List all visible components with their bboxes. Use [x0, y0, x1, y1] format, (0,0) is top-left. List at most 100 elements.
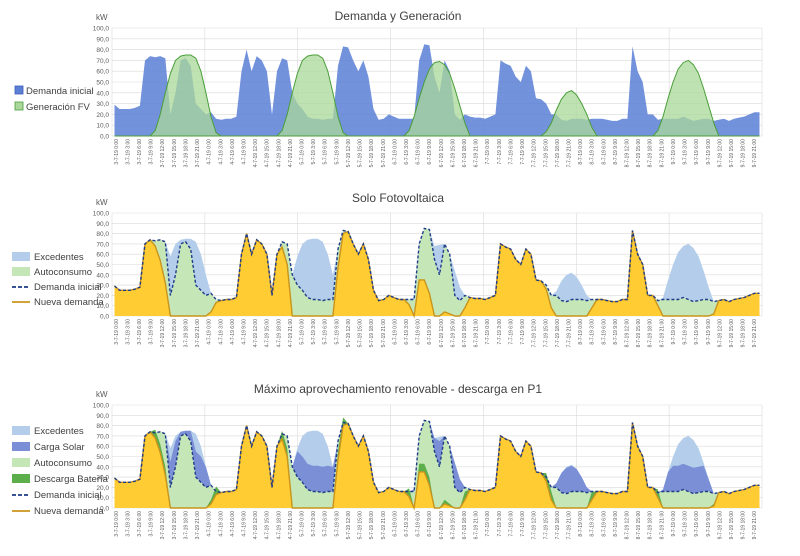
x-tick-label: 9-7-19 9:00 [706, 139, 712, 165]
x-tick-label: 9-7-19 3:00 [683, 319, 689, 345]
y-tick-label: 80,0 [96, 423, 109, 430]
legend-item-demanda: Demanda inicial [14, 85, 94, 97]
y-tick-label: 10,0 [96, 303, 109, 310]
legend-item-fv: Generación FV [14, 101, 91, 113]
x-tick-label: 4-7-19 3:00 [218, 319, 224, 345]
x-tick-label: 5-7-19 15:00 [358, 139, 364, 168]
y-tick-label: 90,0 [96, 36, 109, 43]
x-tick-label: 8-7-19 18:00 [648, 319, 654, 348]
series-nueva-demanda [114, 422, 760, 511]
x-tick-label: 9-7-19 18:00 [741, 319, 747, 348]
legend-item-autoconsumo: Autoconsumo [12, 458, 92, 469]
x-tick-label: 6-7-19 15:00 [450, 139, 456, 168]
x-tick-label: 7-7-19 0:00 [485, 511, 491, 537]
y-tick-label: 20,0 [96, 293, 109, 300]
y-tick-label: 0,0 [100, 506, 109, 513]
x-tick-label: 7-7-19 9:00 [520, 139, 526, 165]
x-tick-label: 8-7-19 9:00 [613, 319, 619, 345]
x-tick-label: 5-7-19 0:00 [300, 139, 306, 165]
x-tick-label: 5-7-19 12:00 [346, 511, 352, 540]
x-tick-label: 5-7-19 3:00 [311, 139, 317, 165]
x-tick-labels: 3-7-19 0:00 3-7-19 3:00 3-7-19 6:00 3-7-19 … [114, 319, 758, 348]
legend-swatch-excedentes [12, 426, 30, 435]
x-tick-label: 9-7-19 15:00 [729, 319, 735, 348]
x-tick-label: 8-7-19 15:00 [636, 511, 642, 540]
legend-item-nueva: Nueva demanda [12, 506, 104, 517]
legend-swatch-excedentes [12, 252, 30, 261]
x-tick-label: 7-7-19 0:00 [485, 319, 491, 345]
x-tick-label: 6-7-19 21:00 [474, 511, 480, 540]
x-tick-label: 6-7-19 3:00 [404, 319, 410, 345]
x-tick-label: 3-7-19 15:00 [172, 511, 178, 540]
x-tick-label: 7-7-19 3:00 [497, 139, 503, 165]
y-tick-label: 60,0 [96, 252, 109, 259]
x-tick-label: 4-7-19 0:00 [207, 139, 213, 165]
x-tick-label: 5-7-19 3:00 [311, 319, 317, 345]
x-tick-label: 4-7-19 3:00 [218, 511, 224, 537]
x-tick-label: 6-7-19 0:00 [392, 511, 398, 537]
x-tick-label: 4-7-19 18:00 [276, 139, 282, 168]
x-tick-label: 3-7-19 12:00 [160, 511, 166, 540]
legend-item-demanda: Demanda inicial [12, 490, 102, 501]
x-tick-label: 3-7-19 6:00 [137, 511, 143, 537]
x-tick-label: 5-7-19 18:00 [369, 319, 375, 348]
legend-label-fv: Generación FV [26, 102, 91, 113]
x-tick-label: 5-7-19 21:00 [381, 139, 387, 168]
x-tick-label: 5-7-19 18:00 [369, 139, 375, 168]
y-tick-label: 80,0 [96, 47, 109, 54]
y-tick-label: 20,0 [96, 485, 109, 492]
chart-solo-fotovoltaica: Solo Fotovoltaica kW 0,0 10,0 20,0 30,0 40,0… [12, 191, 763, 348]
x-tick-label: 8-7-19 9:00 [613, 511, 619, 537]
x-tick-label: 4-7-19 3:00 [218, 139, 224, 165]
x-tick-label: 8-7-19 12:00 [625, 319, 631, 348]
x-tick-label: 8-7-19 6:00 [601, 511, 607, 537]
y-tick-label: 60,0 [96, 69, 109, 76]
x-tick-label: 4-7-19 6:00 [230, 139, 236, 165]
x-tick-label: 6-7-19 12:00 [439, 319, 445, 348]
x-tick-label: 7-7-19 6:00 [508, 511, 514, 537]
x-tick-label: 3-7-19 3:00 [125, 319, 131, 345]
x-tick-label: 4-7-19 9:00 [242, 139, 248, 165]
x-tick-label: 5-7-19 0:00 [300, 319, 306, 345]
y-tick-label: 30,0 [96, 475, 109, 482]
legend-label-nueva: Nueva demanda [34, 506, 104, 517]
x-tick-label: 3-7-19 3:00 [125, 139, 131, 165]
y-tick-labels: 0,0 10,0 20,0 30,0 40,0 50,0 60,0 70,0 80,0 90,0 1… [93, 403, 110, 513]
y-unit-label: kW [96, 13, 108, 22]
x-tick-labels: 3-7-19 0:00 3-7-19 3:00 3-7-19 6:00 3-7-19 … [114, 511, 758, 540]
x-tick-label: 3-7-19 18:00 [183, 511, 189, 540]
x-tick-label: 5-7-19 12:00 [346, 139, 352, 168]
legend-label-demanda: Demanda inicial [34, 490, 102, 501]
x-tick-label: 5-7-19 12:00 [346, 319, 352, 348]
x-tick-label: 3-7-19 9:00 [149, 139, 155, 165]
x-tick-label: 8-7-19 0:00 [578, 319, 584, 345]
x-tick-label: 5-7-19 15:00 [358, 319, 364, 348]
x-tick-label: 6-7-19 15:00 [450, 511, 456, 540]
x-tick-label: 9-7-19 9:00 [706, 511, 712, 537]
x-tick-label: 4-7-19 6:00 [230, 511, 236, 537]
x-tick-label: 4-7-19 18:00 [276, 511, 282, 540]
x-tick-label: 9-7-19 15:00 [729, 139, 735, 168]
series-marks [114, 417, 760, 511]
x-tick-label: 6-7-19 18:00 [462, 511, 468, 540]
x-tick-label: 8-7-19 3:00 [590, 511, 596, 537]
x-tick-label: 9-7-19 21:00 [752, 511, 758, 540]
y-tick-label: 70,0 [96, 433, 109, 440]
x-tick-label: 9-7-19 9:00 [706, 319, 712, 345]
x-tick-label: 6-7-19 0:00 [392, 139, 398, 165]
y-tick-label: 0,0 [100, 314, 109, 321]
x-tick-label: 4-7-19 9:00 [242, 319, 248, 345]
x-tick-label: 3-7-19 0:00 [114, 511, 120, 537]
x-tick-label: 9-7-19 15:00 [729, 511, 735, 540]
y-tick-label: 70,0 [96, 241, 109, 248]
y-tick-label: 50,0 [96, 454, 109, 461]
x-tick-label: 6-7-19 0:00 [392, 319, 398, 345]
x-tick-label: 6-7-19 12:00 [439, 511, 445, 540]
x-tick-label: 7-7-19 12:00 [532, 319, 538, 348]
legend-label-excedentes: Excedentes [34, 252, 84, 263]
x-tick-label: 6-7-19 21:00 [474, 319, 480, 348]
x-tick-label: 6-7-19 18:00 [462, 319, 468, 348]
x-tick-label: 4-7-19 12:00 [253, 511, 259, 540]
legend-item-descarga: Descarga Batería [12, 474, 109, 485]
x-tick-label: 4-7-19 18:00 [276, 319, 282, 348]
